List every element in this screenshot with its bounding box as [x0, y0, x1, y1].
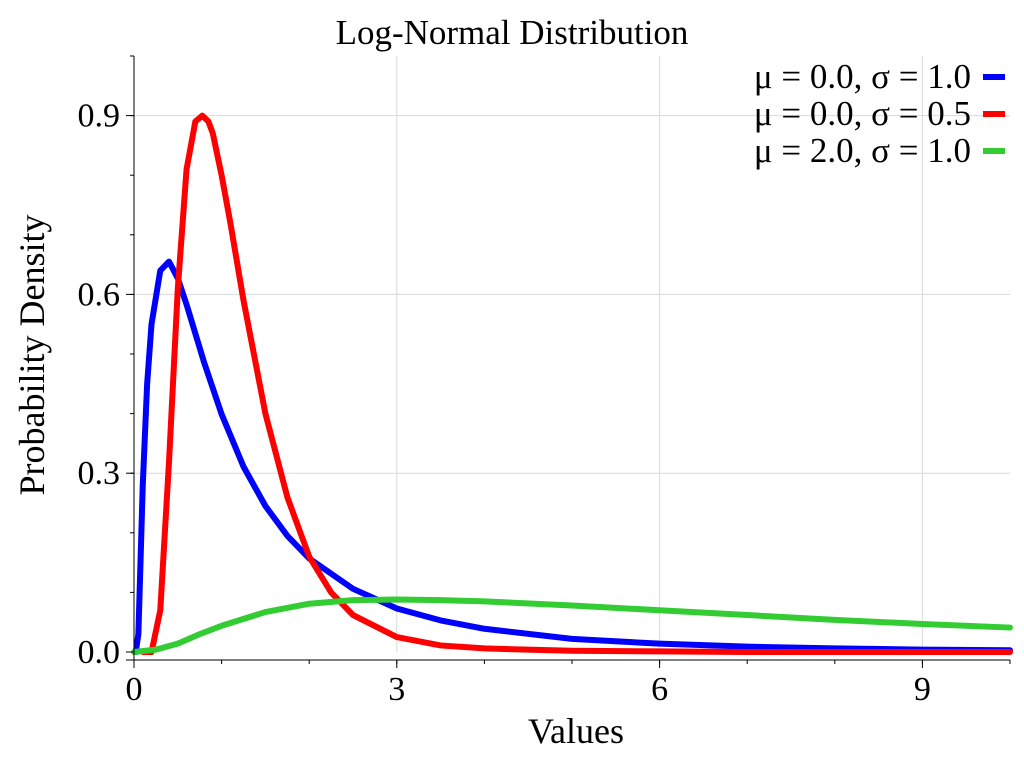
y-tick-label: 0.6: [78, 276, 121, 313]
y-tick-label: 0.9: [78, 98, 121, 135]
legend-label: μ = 0.0, σ = 0.5: [754, 94, 971, 133]
series-line-2: [139, 112, 1013, 655]
legend: μ = 0.0, σ = 1.0μ = 0.0, σ = 0.5μ = 2.0,…: [754, 57, 1005, 170]
series-layer: [131, 112, 1013, 655]
legend-label: μ = 0.0, σ = 1.0: [754, 57, 971, 96]
x-tick-label: 0: [126, 671, 143, 708]
series-line-1: [132, 258, 1013, 655]
axes: [126, 55, 1011, 668]
x-tick-label: 3: [388, 671, 405, 708]
x-tick-label: 6: [651, 671, 668, 708]
series-line-3: [131, 596, 1013, 655]
y-tick-label: 0.3: [78, 455, 121, 492]
x-axis-label: Values: [528, 711, 624, 751]
chart-title: Log-Normal Distribution: [336, 13, 689, 52]
legend-item: μ = 0.0, σ = 1.0: [754, 57, 1005, 96]
tick-labels: 0 3 6 9 0.0 0.3 0.6 0.9: [78, 98, 931, 708]
y-axis-label: Probability Density: [12, 215, 52, 496]
y-tick-label: 0.0: [78, 634, 121, 671]
x-tick-label: 9: [914, 671, 931, 708]
legend-item: μ = 0.0, σ = 0.5: [754, 94, 1005, 133]
legend-label: μ = 2.0, σ = 1.0: [754, 131, 971, 170]
legend-item: μ = 2.0, σ = 1.0: [754, 131, 1005, 170]
